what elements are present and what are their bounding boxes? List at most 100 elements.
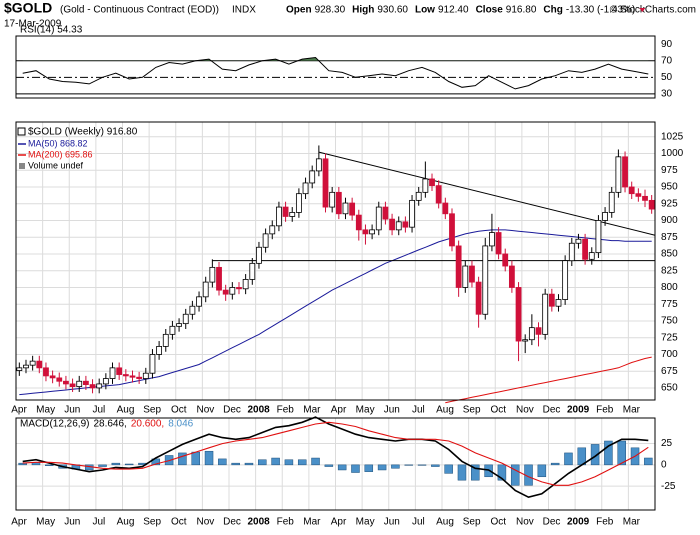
candle-body	[102, 378, 109, 385]
candle-body	[89, 384, 96, 389]
candle-body	[455, 245, 462, 288]
histogram-bar	[444, 464, 453, 474]
y-tick-label: 725	[661, 332, 678, 343]
candle-body	[149, 354, 156, 374]
histogram-bar	[590, 444, 600, 466]
candle-body	[528, 327, 535, 341]
candle-body	[382, 206, 389, 220]
quote-value: 928.30	[315, 5, 346, 16]
candle-body	[142, 372, 149, 379]
candle-body	[568, 242, 575, 262]
candle-body	[229, 287, 236, 295]
candle-body	[122, 374, 129, 377]
x-tick-label: Oct	[490, 517, 506, 528]
x-tick-label: Dec	[543, 405, 561, 416]
x-tick-label: Oct	[171, 517, 187, 528]
y-tick-label: 950	[661, 182, 678, 193]
histogram-bar	[550, 462, 560, 466]
histogram-bar	[510, 464, 520, 486]
legend-value: 28.646,	[93, 419, 126, 430]
candle-body	[409, 199, 415, 228]
legend-icon	[17, 127, 26, 136]
candle-body	[355, 214, 362, 231]
panel-title: MACD(12,26,9)	[20, 419, 89, 430]
candle-body	[602, 212, 608, 221]
legend-entry: MA(200) 695.86	[28, 149, 93, 159]
histogram-bar	[191, 451, 200, 466]
y-tick-label: 70	[661, 55, 673, 66]
x-tick-label: Apr	[11, 517, 27, 528]
histogram-bar	[311, 457, 320, 466]
name: (Gold - Continuous Contract (EOD))	[60, 5, 219, 16]
histogram-bar	[98, 464, 107, 467]
candle-body	[289, 212, 296, 217]
candle-body	[96, 383, 103, 389]
rsi-line	[22, 56, 649, 90]
x-tick-label: Nov	[516, 517, 534, 528]
legend-value: 8.046	[168, 419, 193, 430]
candle-body	[16, 367, 23, 371]
candle-body	[315, 158, 322, 172]
candle-body	[76, 380, 83, 388]
candle-body	[189, 305, 196, 315]
y-tick-label: 0	[661, 459, 667, 470]
candle-body	[209, 266, 216, 283]
x-tick-label: Apr	[331, 517, 347, 528]
candle-body	[196, 296, 202, 307]
histogram-bar	[284, 459, 294, 466]
y-tick-label: 900	[661, 215, 678, 226]
candle-body	[608, 191, 615, 213]
quote-value: -13.30 (-1.43%)	[566, 5, 635, 16]
x-tick-label: May	[36, 517, 55, 528]
candle-body	[109, 367, 116, 379]
histogram-bar	[391, 464, 400, 469]
x-tick-label: Feb	[596, 405, 614, 416]
histogram-bar	[457, 464, 467, 481]
candle-body	[82, 380, 89, 385]
y-tick-label: 650	[661, 383, 678, 394]
x-tick-label: Dec	[223, 405, 241, 416]
panel-title: $GOLD (Weekly) 916.80	[28, 127, 138, 138]
quote-value: 930.60	[377, 5, 408, 16]
x-tick-label: Mar	[303, 405, 321, 416]
candle-body	[495, 232, 502, 255]
exchange: INDX	[232, 5, 256, 16]
candle-body	[442, 202, 449, 215]
x-tick-label: 2009	[567, 405, 590, 416]
candle-body	[435, 185, 442, 204]
histogram-bar	[124, 463, 134, 466]
candle-body	[469, 265, 475, 283]
legend-value: 20.600,	[131, 419, 164, 430]
candle-body	[642, 195, 648, 201]
candle-body	[555, 299, 562, 307]
histogram-bar	[18, 462, 27, 466]
candle-body	[43, 367, 49, 377]
y-tick-label: 700	[661, 349, 678, 360]
x-tick-label: Oct	[490, 405, 506, 416]
x-tick-label: Mar	[623, 405, 641, 416]
candle-body	[69, 383, 76, 388]
panel-frame	[15, 121, 656, 401]
histogram-bar	[417, 464, 427, 466]
histogram-bar	[377, 464, 387, 471]
histogram-bar	[604, 440, 613, 466]
histogram-bar	[337, 464, 347, 471]
x-tick-label: Sep	[463, 517, 481, 528]
candle-body	[648, 199, 655, 210]
candle-body	[136, 376, 143, 379]
candle-body	[222, 289, 229, 295]
x-tick-label: Feb	[277, 517, 295, 528]
histogram-bar	[644, 457, 653, 466]
candle-body	[309, 170, 316, 184]
candle-body	[322, 158, 329, 208]
candle-body	[169, 325, 176, 335]
x-tick-label: Mar	[303, 517, 321, 528]
y-tick-label: 975	[661, 165, 678, 176]
candle-body	[262, 233, 269, 248]
candle-body	[628, 186, 635, 195]
x-tick-label: Nov	[196, 517, 214, 528]
candle-body	[622, 156, 628, 188]
x-tick-label: May	[356, 405, 375, 416]
candle-body	[449, 213, 455, 247]
legend-entry: MA(50) 868.82	[28, 138, 88, 148]
